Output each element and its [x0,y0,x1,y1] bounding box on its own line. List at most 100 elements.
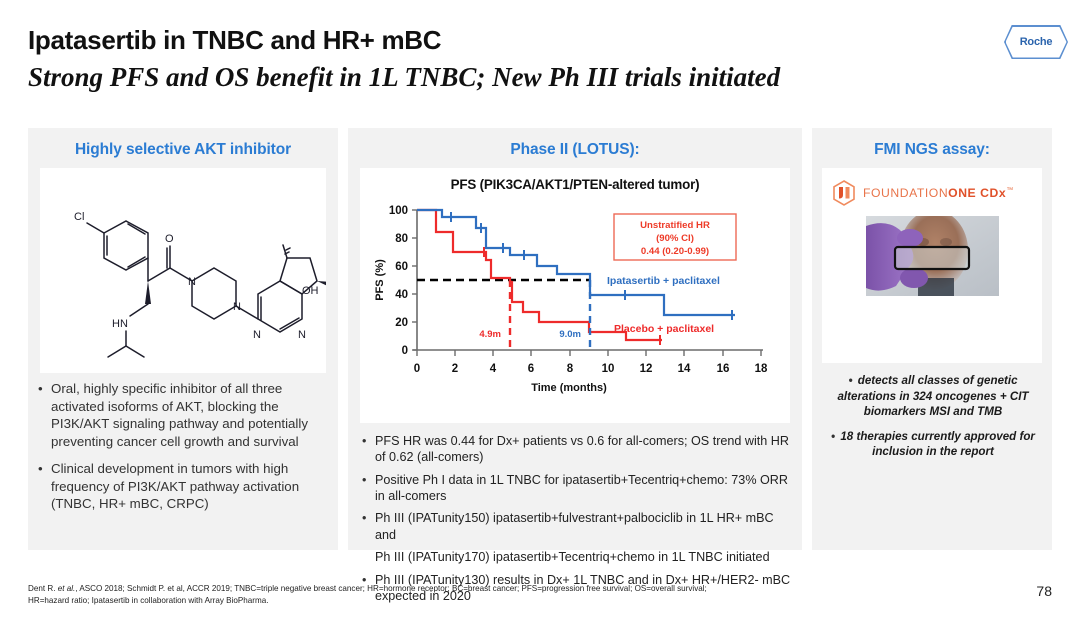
footnote-line-1: Dent R. et al., ASCO 2018; Schmidt P. et… [28,583,988,595]
y-tick-labels: 100 80 60 40 20 0 [389,205,408,357]
legend-placebo: Placebo + paclitaxel [614,323,714,335]
footnote-etal: et al. [57,584,76,593]
bullet-dot: • [38,461,43,477]
list-item: • Positive Ph I data in 1L TNBC for ipat… [362,472,792,505]
right-bullet-list: • detects all classes of genetic alterat… [820,373,1046,469]
svg-text:80: 80 [395,233,408,245]
bullet-dot: • [38,381,43,396]
foundation-one-card: FOUNDATIONONE CDx™ [822,168,1042,363]
foundation-one-wordmark: FOUNDATIONONE CDx™ [863,186,1014,200]
roche-logo: Roche [1004,25,1068,59]
ipatasertib-median-label: 9.0m [559,329,581,340]
list-item: • detects all classes of genetic alterat… [820,373,1046,420]
atom-label-n2: N [233,301,241,313]
bullet-text: detects all classes of genetic alteratio… [837,374,1029,419]
svg-text:10: 10 [602,363,615,375]
footnote-rest: , ASCO 2018; Schmidt P. et al, ACCR 2019… [75,584,707,593]
panel-phase-ii-lotus: Phase II (LOTUS): PFS (PIK3CA/AKT1/PTEN-… [348,128,802,603]
logo-text-bold: ONE CDx [948,186,1007,200]
page-number: 78 [1036,583,1052,599]
list-item: • Ph III (IPATunity150) ipatasertib+fulv… [362,510,792,543]
list-item: • 18 therapies currently approved for in… [820,429,1046,460]
panel-left-heading: Highly selective AKT inhibitor [74,141,292,158]
svg-text:0: 0 [402,345,408,357]
bullet-dot: • [362,511,367,526]
atom-label-hn: HN [112,318,128,330]
svg-text:100: 100 [389,205,408,217]
bullet-dot: • [831,429,836,443]
panel-mid-heading: Phase II (LOTUS): [510,141,640,158]
list-item: • Oral, highly specific inhibitor of all… [38,380,332,450]
ipatasertib-structure-svg: Cl O HN N N N N OH [74,211,332,358]
bullet-dot: • [362,434,367,448]
bullet-text: Ph III (IPATunity150) ipatasertib+fulves… [375,511,774,542]
hr-box-line3: 0.44 (0.20-0.99) [641,246,709,257]
atom-label-oh: OH [302,285,319,297]
hr-box-line2: (90% CI) [656,233,694,244]
bullet-dot: • [362,472,367,487]
foundation-hexagon-icon [833,180,855,206]
bullet-text: Ph III (IPATunity130) results in Dx+ 1L … [375,572,791,603]
atom-label-n4: N [298,329,306,341]
svg-text:6: 6 [528,363,534,375]
svg-text:4: 4 [490,363,497,375]
hr-annotation-box [613,213,737,261]
svg-text:20: 20 [395,317,408,329]
molecule-structure-card: Cl O HN N N N N OH [40,168,332,373]
hr-box-line1: Unstratified HR [640,220,710,231]
left-bullet-list: • Oral, highly specific inhibitor of all… [38,380,332,523]
placebo-censor-marks [483,247,661,345]
panel-akt-inhibitor: Highly selective AKT inhibitor [28,128,338,550]
x-tick-labels: 0 2 4 6 8 10 12 14 16 18 [414,363,768,375]
trademark-symbol: ™ [1006,186,1014,194]
ipatasertib-censor-marks [450,212,733,320]
svg-text:40: 40 [395,289,408,301]
bullet-text: Oral, highly specific inhibitor of all t… [51,381,308,449]
atom-label-n1: N [188,276,196,288]
svg-text:18: 18 [755,363,768,375]
svg-text:16: 16 [717,363,730,375]
footnote-author: Dent R. [28,584,58,593]
logo-hex-fill [1005,26,1067,58]
placebo-median-label: 4.9m [479,329,501,340]
slide-header: Ipatasertib in TNBC and HR+ mBC Strong P… [28,25,1008,93]
bullet-dot: • [362,572,367,587]
pfs-kaplan-meier-chart: 100 80 60 40 20 0 0 2 4 6 8 10 12 14 16 … [374,205,768,394]
footnote-line-2: HR=hazard ratio; Ipatasertib in collabor… [28,595,269,605]
svg-text:2: 2 [452,363,458,375]
svg-text:0: 0 [414,363,420,375]
bullet-text: 18 therapies currently approved for incl… [840,429,1035,459]
footnote: Dent R. et al., ASCO 2018; Schmidt P. et… [28,583,988,606]
atom-label-o: O [165,233,174,245]
list-item: • Ph III (IPATunity130) results in Dx+ 1… [362,572,792,605]
logo-wordmark: Roche [1019,36,1053,48]
panel-fmi-ngs-assay: FMI NGS assay: FOUNDATIONONE CDx™ [812,128,1052,550]
chart-title: PFS (PIK3CA/AKT1/PTEN-altered tumor) [450,177,700,192]
x-axis-label: Time (months) [531,382,607,394]
foundation-one-logo: FOUNDATIONONE CDx™ [822,168,1042,206]
y-axis-label: PFS (%) [374,259,386,301]
list-item: • PFS HR was 0.44 for Dx+ patients vs 0.… [362,433,792,466]
svg-text:60: 60 [395,261,408,273]
panel-right-heading: FMI NGS assay: [874,141,990,158]
svg-text:12: 12 [640,363,653,375]
bullet-text: PFS HR was 0.44 for Dx+ patients vs 0.6 … [375,434,789,465]
mid-bullet-list: • PFS HR was 0.44 for Dx+ patients vs 0.… [362,433,792,610]
assay-slide-photo [866,216,999,296]
bullet-text: Ph III (IPATunity170) ipatasertib+Tecent… [375,550,770,565]
svg-text:14: 14 [678,363,691,375]
legend-ipatasertib: Ipatasertib + paclitaxel [607,275,720,287]
logo-text-light: FOUNDATION [863,186,949,200]
bullet-dot: • [848,374,853,387]
atom-label-cl: Cl [74,211,84,223]
list-item-continuation: Ph III (IPATunity170) ipatasertib+Tecent… [375,549,792,565]
bullet-text: Clinical development in tumors with high… [51,461,300,512]
atom-label-n3: N [253,329,261,341]
photo-graphic [866,216,999,296]
svg-text:8: 8 [567,363,574,375]
pfs-chart-card: PFS (PIK3CA/AKT1/PTEN-altered tumor) [360,168,790,423]
list-item: • Clinical development in tumors with hi… [38,460,332,513]
page-subtitle: Strong PFS and OS benefit in 1L TNBC; Ne… [28,61,781,92]
page-title: Ipatasertib in TNBC and HR+ mBC [28,25,442,55]
bullet-text: Positive Ph I data in 1L TNBC for ipatas… [375,472,788,504]
